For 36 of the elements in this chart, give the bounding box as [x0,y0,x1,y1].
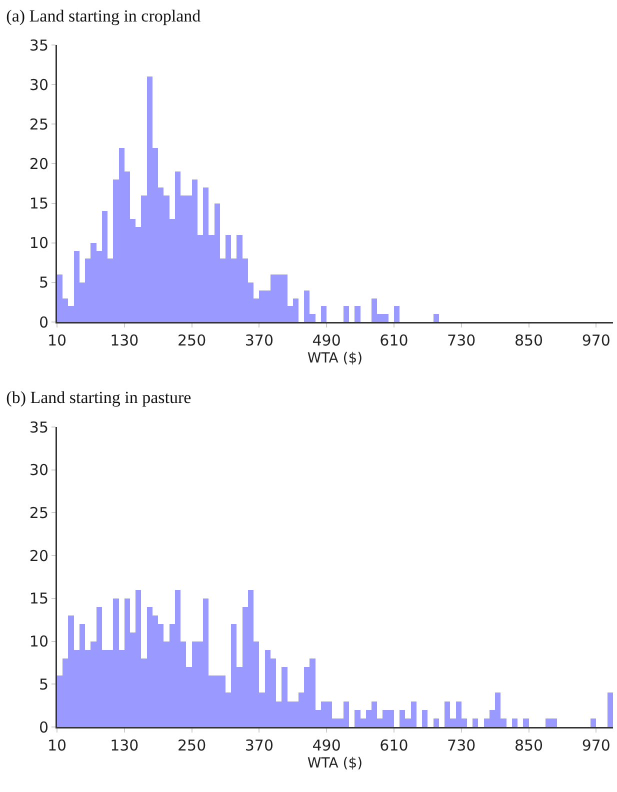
y-tick-label: 5 [38,274,48,292]
x-tick-label: 250 [177,736,206,754]
x-tick-label: 250 [177,332,206,350]
y-tick-label: 25 [29,115,48,134]
y-tick-label: 25 [29,504,48,522]
y-tick-label: 30 [29,76,48,94]
y-tick-label: 20 [29,154,48,173]
x-tick-label: 610 [380,736,408,754]
x-tick-label: 970 [582,332,610,350]
chart-title: (a) Land starting in cropland [6,6,202,26]
x-tick-label: 130 [110,736,139,754]
y-tick-label: 35 [29,418,48,436]
y-tick-label: 10 [29,234,48,252]
y-tick-label: 0 [38,313,48,332]
y-tick-label: 20 [29,546,48,565]
y-tick-label: 5 [38,675,48,694]
x-tick-label: 370 [244,332,274,350]
x-tick-label: 970 [582,736,610,754]
y-tick-label: 0 [38,718,48,736]
x-tick-label: 730 [447,332,476,350]
x-tick-label: 370 [244,736,274,754]
x-tick-label: 850 [514,736,544,754]
x-axis-title: WTA ($) [307,756,363,772]
x-tick-label: 730 [447,736,476,754]
y-tick-label: 15 [29,194,48,213]
y-tick-label: 15 [29,590,48,608]
x-tick-label: 850 [514,332,544,350]
chart-title: (b) Land starting in pasture [6,388,192,407]
x-tick-label: 130 [110,332,139,350]
x-tick-label: 490 [312,736,341,754]
y-tick-label: 35 [29,36,48,54]
y-tick-label: 30 [29,461,48,480]
x-tick-label: 490 [312,332,341,350]
y-tick-label: 10 [29,632,48,651]
x-axis-title: WTA ($) [307,350,363,367]
x-tick-label: 610 [380,332,408,350]
